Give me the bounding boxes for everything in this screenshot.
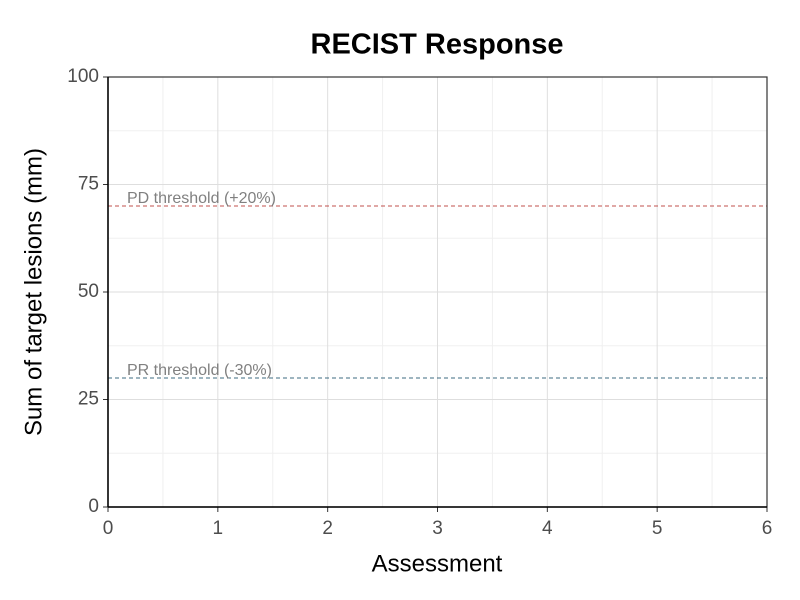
y-tick-label: 50 [78, 281, 99, 302]
x-tick-label: 6 [762, 518, 773, 539]
x-tick-label: 1 [213, 518, 224, 539]
reference-lines: PD threshold (+20%) PR threshold (-30%) [108, 190, 767, 379]
x-tick-label: 2 [322, 518, 333, 539]
y-tick-label: 75 [78, 174, 99, 195]
reference-label: PR threshold (-30%) [127, 362, 272, 379]
x-tick-label: 5 [652, 518, 663, 539]
y-tick-label: 100 [67, 66, 99, 87]
x-tick-label: 3 [432, 518, 443, 539]
reference-label: PD threshold (+20%) [127, 190, 276, 207]
x-tick-label: 0 [103, 518, 114, 539]
x-tick-label: 4 [542, 518, 553, 539]
axes: 0 1 2 3 4 5 6 0 25 50 75 100 [67, 66, 772, 539]
y-tick-label: 25 [78, 389, 99, 410]
y-tick-label: 0 [88, 496, 99, 517]
x-axis-label: Assessment [372, 550, 503, 577]
y-axis-label: Sum of target lesions (mm) [20, 148, 47, 436]
chart-title: RECIST Response [311, 29, 564, 61]
